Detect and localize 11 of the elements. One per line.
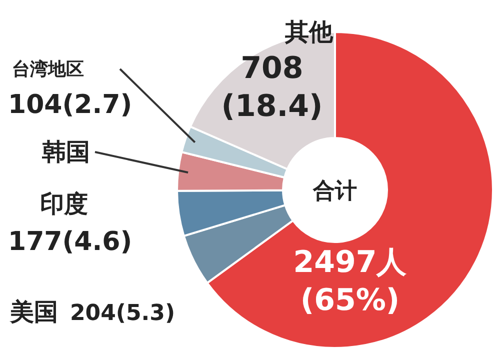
data-label: 177(4.6)	[8, 227, 132, 257]
data-label: 104(2.7)	[8, 90, 132, 120]
data-label: 708 (18.4)	[221, 51, 323, 124]
slice-label: 印度	[40, 190, 88, 218]
data-label: 204(5.3)	[70, 301, 176, 326]
slice-label: 其他	[284, 18, 334, 46]
slice-label: 台湾地区	[12, 59, 84, 80]
slice-label: 美国	[9, 298, 58, 326]
text: 合计	[312, 179, 357, 204]
data-label: 2497人 (65%)	[293, 245, 408, 318]
slice-label: 韩国	[41, 138, 90, 166]
